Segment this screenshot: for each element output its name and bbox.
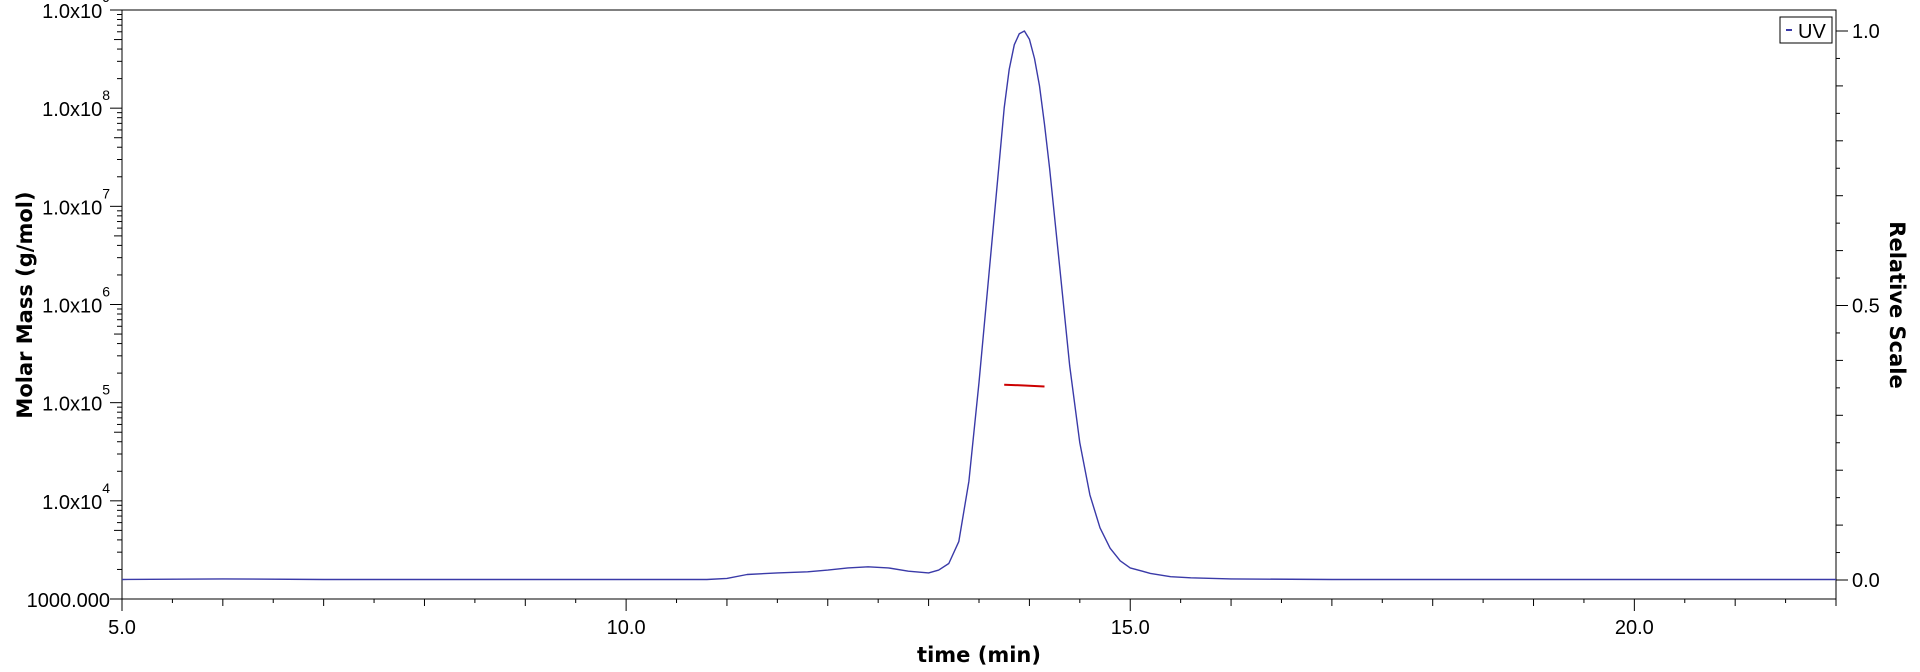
y-left-tick-exponent: 6 xyxy=(102,284,110,300)
y-left-tick-base: 1.0x10 xyxy=(42,99,102,121)
y-left-tick-label: 1.0x109 xyxy=(42,0,110,23)
x-tick-label: 5.0 xyxy=(108,617,136,639)
y-left-tick-label: 1.0x107 xyxy=(42,185,110,219)
y-left-tick-label: 1000.000 xyxy=(27,590,110,612)
y-left-tick-base: 1.0x10 xyxy=(42,394,102,416)
y-left-tick-label: 1.0x108 xyxy=(42,87,110,121)
y-left-tick-exponent: 5 xyxy=(102,382,110,398)
legend-label-uv: UV xyxy=(1798,21,1826,43)
y-left-tick-base: 1000.000 xyxy=(27,590,110,612)
y-right-tick-label: 0.0 xyxy=(1852,570,1880,592)
plot-area-frame xyxy=(121,9,1837,600)
ticks-layer: 5.0 10.0 15.0 20.01000.0001.0x1041.0x1051.0… xyxy=(27,0,1880,639)
y-left-tick-label: 1.0x105 xyxy=(42,382,110,416)
y-left-tick-label: 1.0x106 xyxy=(42,284,110,318)
y-left-tick-exponent: 9 xyxy=(102,0,110,5)
molar-mass-series-line xyxy=(1004,383,1045,388)
y-left-tick-label: 1.0x104 xyxy=(42,480,110,514)
uv-series-line xyxy=(121,30,1836,581)
y-left-tick-base: 1.0x10 xyxy=(42,492,102,514)
series-layer xyxy=(121,30,1836,581)
y-left-tick-exponent: 8 xyxy=(102,87,110,103)
y-right-tick-label: 0.5 xyxy=(1852,296,1880,318)
x-tick-label: 20.0 xyxy=(1615,617,1654,639)
y-axis-left-title: Molar Mass (g/mol) xyxy=(13,191,37,418)
y-left-tick-base: 1.0x10 xyxy=(42,1,102,23)
x-tick-label: 10.0 xyxy=(607,617,646,639)
y-left-tick-exponent: 4 xyxy=(102,480,110,496)
y-left-tick-base: 1.0x10 xyxy=(42,296,102,318)
x-tick-label: 15.0 xyxy=(1111,617,1150,639)
y-axis-right-title: Relative Scale xyxy=(1885,221,1909,388)
y-right-tick-label: 1.0 xyxy=(1852,21,1880,43)
y-left-tick-exponent: 7 xyxy=(102,185,110,201)
legend: UV xyxy=(1779,16,1833,44)
y-left-tick-base: 1.0x10 xyxy=(42,197,102,219)
x-axis-title: time (min) xyxy=(917,643,1041,667)
